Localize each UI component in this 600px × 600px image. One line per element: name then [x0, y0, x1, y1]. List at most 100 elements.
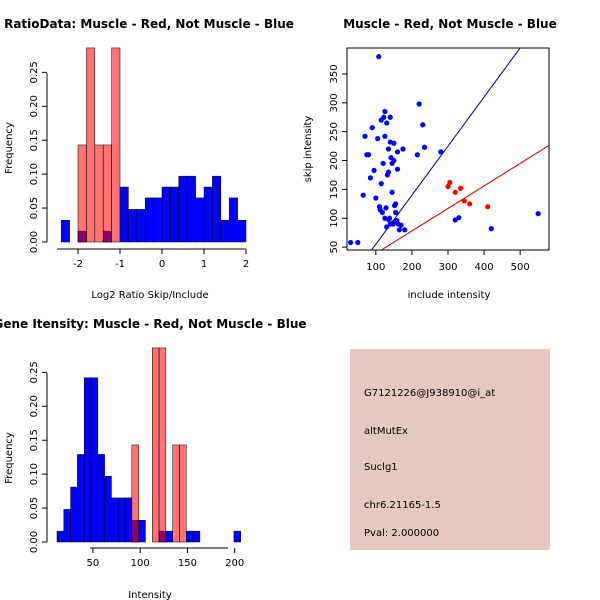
y-tick-label: 0.10 [29, 463, 40, 485]
scatter-point [396, 227, 402, 233]
intensity-scatter-xlabel: include intensity [408, 290, 491, 301]
event-type: altMutEx [364, 426, 408, 437]
histogram-bar [77, 144, 87, 243]
scatter-point [360, 192, 366, 198]
scatter-point [421, 144, 428, 150]
scatter-point [348, 239, 354, 246]
scatter-point [535, 211, 541, 217]
intensity-scatter-title: Muscle - Red, Not Muscle - Blue [343, 17, 557, 31]
ratio-histogram-ylabel: Frequency [4, 122, 15, 174]
scatter-point [452, 189, 458, 195]
histogram-bar [111, 497, 119, 543]
x-tick-label: 100 [366, 262, 385, 273]
histogram-bar [56, 530, 65, 543]
scatter-point [373, 195, 379, 201]
scatter-point [447, 179, 453, 186]
histogram-bar [186, 175, 196, 243]
histogram-bar [172, 444, 180, 543]
histogram-bar [161, 186, 171, 243]
scatter-point [385, 146, 392, 152]
scatter-point [355, 239, 361, 246]
scatter-point [381, 114, 387, 120]
histogram-bar [111, 47, 121, 243]
scatter-point [390, 220, 396, 226]
scatter-point [394, 149, 401, 155]
regression-line [380, 144, 549, 250]
histogram-bar [170, 186, 180, 243]
histogram-bar [90, 377, 99, 543]
y-tick-label: 0.15 [29, 429, 40, 451]
histogram-bar [179, 444, 187, 543]
histogram-bar [153, 197, 163, 243]
y-tick-label: 100 [329, 209, 340, 228]
scatter-point [402, 227, 408, 233]
y-tick-label: 250 [329, 122, 340, 141]
y-tick-label: 0.05 [29, 497, 40, 519]
x-tick-label: 50 [87, 558, 100, 569]
scatter-point [458, 185, 464, 191]
histogram-bar [237, 220, 247, 243]
scatter-point [385, 169, 392, 175]
y-tick-label: 300 [329, 93, 340, 112]
y-tick-label: 0.20 [29, 395, 40, 417]
scatter-point [367, 175, 374, 181]
histogram-bar [94, 144, 104, 243]
scatter-point [384, 224, 390, 230]
scatter-point [400, 146, 406, 152]
intensity-histogram-xlabel: Intensity [128, 590, 172, 600]
histogram-bar [144, 197, 154, 243]
scatter-point [445, 183, 451, 190]
x-tick-label: 200 [225, 558, 244, 569]
scatter-point [461, 198, 467, 204]
histogram-bar [158, 347, 167, 543]
scatter-point [371, 167, 377, 173]
x-tick-label: 0 [159, 259, 165, 270]
scatter-point [378, 181, 384, 187]
y-tick-label: 350 [329, 64, 340, 83]
histogram-bar [117, 497, 126, 543]
histogram-bar [119, 186, 129, 243]
scatter-point [362, 133, 368, 139]
y-tick-label: 0.05 [29, 197, 40, 219]
x-tick-label: 1 [201, 259, 207, 270]
histogram-bar [131, 444, 139, 543]
scatter-point [375, 136, 381, 142]
histogram-bar [86, 47, 96, 243]
scatter-point [393, 201, 399, 207]
histogram-bar [60, 220, 70, 243]
scatter-point [376, 54, 382, 60]
x-tick-label: 300 [438, 262, 457, 273]
x-tick-label: 500 [511, 262, 530, 273]
x-tick-label: 2 [243, 259, 249, 270]
scatter-point [382, 108, 388, 115]
scatter-point [485, 204, 491, 210]
histogram-bar [83, 377, 92, 543]
scatter-point [389, 189, 395, 195]
histogram-bar [195, 197, 205, 243]
histogram-bar [203, 186, 213, 243]
y-tick-label: 0.25 [29, 361, 40, 383]
scatter-point [382, 133, 388, 139]
histogram-bar [165, 530, 173, 543]
scatter-point [366, 152, 372, 158]
y-tick-label: 0.25 [29, 61, 40, 83]
intensity-histogram-ylabel: Frequency [4, 432, 15, 484]
scatter-point [393, 209, 399, 216]
x-tick-label: -2 [73, 259, 83, 270]
scatter-point [369, 125, 375, 131]
histogram-bar [102, 144, 112, 243]
scatter-point [438, 149, 444, 155]
histogram-bar [63, 509, 71, 543]
scatter-point [420, 122, 426, 128]
scatter-point [394, 166, 401, 172]
y-tick-label: 0.00 [29, 531, 40, 553]
scatter-point [391, 157, 397, 164]
scatter-point [391, 140, 397, 146]
histogram-bar [97, 454, 105, 543]
scatter-point [380, 160, 386, 167]
histogram-bar [178, 175, 188, 243]
x-tick-label: 400 [475, 262, 494, 273]
histogram-bar [192, 530, 201, 543]
regression-line [370, 48, 521, 250]
